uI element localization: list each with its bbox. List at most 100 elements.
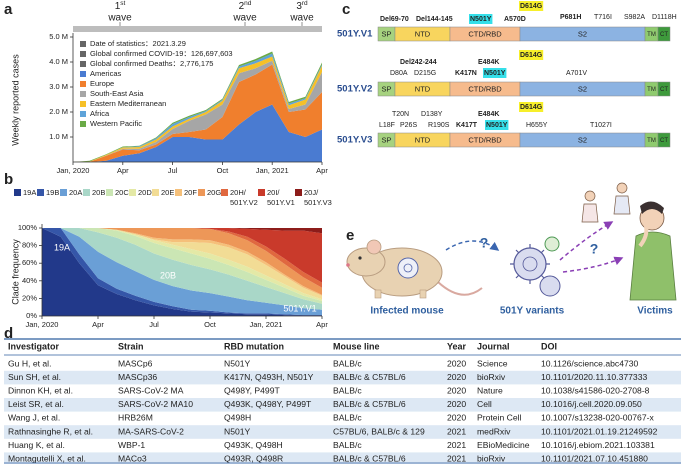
mutation: D138Y bbox=[421, 111, 443, 118]
legend-swatch bbox=[198, 189, 205, 196]
x-tick-label: Jan, 2020 bbox=[57, 166, 90, 175]
legend-label: Africa bbox=[90, 109, 110, 118]
row-shade bbox=[4, 452, 681, 464]
stage-label: Victims bbox=[637, 306, 673, 317]
question-mark: ? bbox=[590, 241, 599, 257]
domain-label: NTD bbox=[415, 29, 431, 38]
table-cell: Dinnon KH, et al. bbox=[8, 385, 73, 395]
table-header: RBD mutation bbox=[224, 341, 284, 351]
area bbox=[42, 228, 322, 316]
table-cell: BALB/c & C57BL/6 bbox=[333, 453, 406, 463]
domain bbox=[657, 132, 671, 148]
wave-bar bbox=[73, 26, 322, 32]
mutation-highlight bbox=[519, 102, 544, 112]
x-tick-label: Jul bbox=[149, 320, 159, 329]
table-cell: Protein Cell bbox=[477, 413, 522, 423]
y-tick-label: 1.0 M bbox=[49, 132, 68, 141]
legend-swatch bbox=[80, 121, 86, 127]
domain-label: S2 bbox=[578, 29, 587, 38]
table-cell: EBioMedicine bbox=[477, 440, 530, 450]
table-cell: bioRxiv bbox=[477, 453, 506, 463]
variant-label: 501Y.V3 bbox=[337, 135, 372, 146]
domain-label: TM bbox=[647, 32, 656, 38]
legend-label: Americas bbox=[90, 69, 122, 78]
area bbox=[42, 228, 322, 316]
table-cell: 2021 bbox=[447, 453, 466, 463]
x-tick-label: Jan, 2021 bbox=[256, 166, 289, 175]
domain-label: SP bbox=[381, 29, 391, 38]
table-cell: Nature bbox=[477, 385, 503, 395]
legend-label-part: 501Y.V2 bbox=[230, 198, 258, 207]
x-tick-label: Apr bbox=[316, 166, 328, 175]
wave-label: 3rd bbox=[296, 0, 308, 12]
y-tick-label: 5.0 M bbox=[49, 32, 68, 41]
y-tick-label: 3.0 M bbox=[49, 82, 68, 91]
legend-label-part: 20J/ bbox=[304, 188, 319, 197]
table-cell: 2020 bbox=[447, 358, 466, 368]
legend-label: Western Pacific bbox=[90, 119, 142, 128]
wave-label: wave bbox=[289, 13, 314, 24]
table-cell: BALB/c bbox=[333, 358, 362, 368]
area-label: 20B bbox=[160, 270, 176, 280]
table-cell: 2021 bbox=[447, 440, 466, 450]
mutation: T716I bbox=[594, 14, 612, 21]
domain bbox=[657, 81, 671, 97]
variant-label: 501Y.V2 bbox=[337, 84, 372, 95]
domain-label: S2 bbox=[578, 84, 587, 93]
mutation-highlight bbox=[519, 50, 544, 60]
table-cell: MA-SARS-CoV-2 bbox=[118, 426, 184, 436]
table-cell: Cell bbox=[477, 399, 492, 409]
domain-label: SP bbox=[381, 135, 391, 144]
area bbox=[42, 228, 322, 234]
y-tick-label: 2.0 M bbox=[49, 107, 68, 116]
table-cell: MACo3 bbox=[118, 453, 147, 463]
legend-label: 20A bbox=[69, 188, 82, 197]
table-cell: Montagutelli X, et al. bbox=[8, 453, 86, 463]
table-cell: BALB/c bbox=[333, 385, 362, 395]
variant-label: 501Y.V1 bbox=[337, 29, 373, 40]
domain-label: SP bbox=[381, 84, 391, 93]
table-cell: Huang K, et al. bbox=[8, 440, 65, 450]
y-tick-label: 40% bbox=[22, 276, 37, 285]
y-axis-label: Clade frequency bbox=[10, 239, 20, 305]
area-label: 19A bbox=[54, 242, 70, 252]
info-text: Global confirmed COVID-19：126,697,603 bbox=[90, 49, 233, 58]
legend-swatch bbox=[129, 189, 136, 196]
table-header: Strain bbox=[118, 341, 144, 351]
legend-swatch bbox=[80, 71, 86, 77]
table-cell: 10.1101/2020.11.10.377333 bbox=[541, 372, 647, 382]
y-tick-label: 100% bbox=[18, 223, 38, 232]
mutation: S982A bbox=[624, 14, 645, 21]
mutation: Del144-145 bbox=[416, 16, 453, 23]
mutation: D614G bbox=[520, 52, 543, 59]
legend-label: 20F bbox=[184, 188, 197, 197]
mutation: N501Y bbox=[486, 122, 508, 129]
wave-ordinal: 1 bbox=[115, 1, 121, 12]
row-shade bbox=[4, 370, 681, 385]
mutation: T1027I bbox=[590, 122, 612, 129]
wave-suffix: rd bbox=[302, 0, 308, 7]
table-cell: 10.1126/science.abc4730 bbox=[541, 358, 639, 368]
area bbox=[73, 104, 322, 162]
table-cell: Q493K, Q498H bbox=[224, 440, 283, 450]
wave-suffix: nd bbox=[244, 0, 252, 7]
wave-label: wave bbox=[107, 13, 132, 24]
legend-label: Eastern Mediterranean bbox=[90, 99, 166, 108]
mutation: E484K bbox=[478, 59, 499, 66]
legend-swatch bbox=[106, 189, 113, 196]
domain-label: NTD bbox=[415, 135, 431, 144]
info-text: Date of statistics：2021.3.29 bbox=[90, 39, 186, 48]
mutation: D1118H bbox=[652, 14, 677, 21]
legend-swatch bbox=[80, 111, 86, 117]
stage-label: 501Y variants bbox=[500, 306, 565, 317]
mutation-highlight bbox=[485, 120, 509, 130]
mutation: Del69-70 bbox=[380, 16, 409, 23]
y-axis-label: Weekly reported cases bbox=[10, 54, 20, 146]
legend-label: South-East Asia bbox=[90, 89, 144, 98]
table-cell: Leist SR, et al. bbox=[8, 399, 64, 409]
table-cell: MASCp6 bbox=[118, 358, 153, 368]
area bbox=[42, 228, 322, 300]
domain-label: S2 bbox=[578, 135, 587, 144]
table-cell: 2020 bbox=[447, 372, 466, 382]
panel-letter: d bbox=[4, 325, 13, 342]
